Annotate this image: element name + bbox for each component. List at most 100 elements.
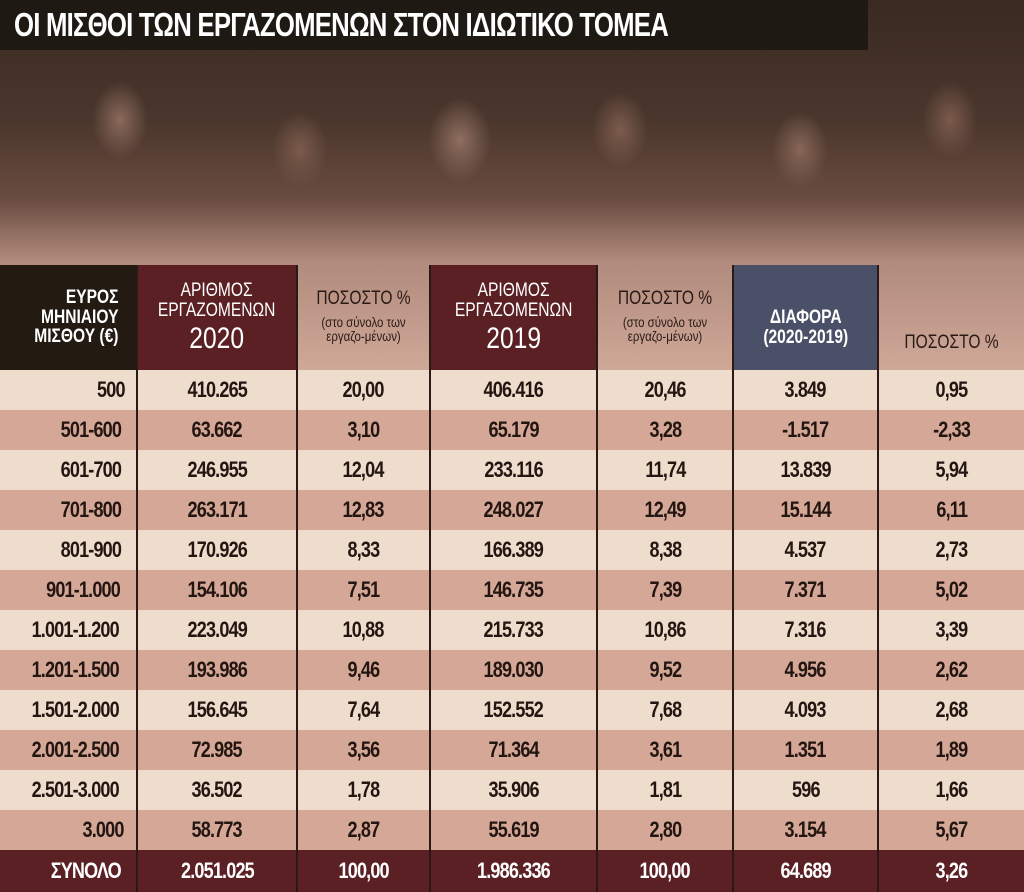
cell-employees-2019: 71.364 bbox=[430, 730, 598, 770]
cell-percent-difference: 1,66 bbox=[878, 770, 1024, 810]
cell-value: 3,10 bbox=[347, 417, 381, 442]
cell-employees-2019: 55.619 bbox=[430, 810, 598, 850]
cell-value: 2.001-2.500 bbox=[31, 737, 119, 762]
table-row: 2.501-3.000 36.502 1,78 35.906 1,81 596 1,66 bbox=[0, 770, 1024, 810]
cell-value: 501-600 bbox=[60, 417, 122, 442]
cell-value: 10,86 bbox=[644, 617, 686, 642]
cell-value: 55.619 bbox=[488, 817, 539, 842]
cell-value: 801-900 bbox=[60, 537, 122, 562]
cell-employees-2020: 36.502 bbox=[137, 770, 298, 810]
table-row: 501-600 63.662 3,10 65.179 3,28 -1.517 -2,33 bbox=[0, 410, 1024, 450]
cell-employees-2019: 189.030 bbox=[430, 650, 598, 690]
cell-value: 146.735 bbox=[483, 577, 544, 602]
cell-employees-2019: 65.179 bbox=[430, 410, 598, 450]
header-note: (στο σύνολο των εργαζο-μένων) bbox=[321, 313, 406, 345]
cell-value: -1.517 bbox=[782, 417, 829, 442]
cell-value: 9,52 bbox=[649, 657, 682, 682]
cell-percent-2020: 20,00 bbox=[297, 370, 431, 410]
cell-value: 5,94 bbox=[935, 457, 969, 482]
cell-value: 170.926 bbox=[187, 537, 247, 562]
cell-percent-difference: 2,73 bbox=[878, 530, 1024, 570]
table-row: 601-700 246.955 12,04 233.116 11,74 13.839 5,9… bbox=[0, 450, 1024, 490]
cell-difference: 1.351 bbox=[733, 730, 879, 770]
cell-value: 1,66 bbox=[935, 777, 969, 802]
cell-difference: 7.316 bbox=[733, 610, 879, 650]
cell-value: 2.051.025 bbox=[180, 858, 255, 883]
cell-value: 2.501-3.000 bbox=[31, 777, 119, 802]
cell-salary-range: 1.001-1.200 bbox=[0, 610, 138, 650]
cell-value: 2,62 bbox=[935, 657, 969, 682]
cell-difference: 15.144 bbox=[733, 490, 879, 530]
header-range: ΕΥΡΟΣ ΜΗΝΙΑΙΟΥ ΜΙΣΘΟΥ (€) bbox=[0, 265, 138, 370]
header-label: ΠΟΣΟΣΤΟ % bbox=[617, 287, 713, 309]
cell-percent-2019: 20,46 bbox=[597, 370, 734, 410]
cell-value: 12,49 bbox=[644, 497, 686, 522]
cell-salary-range: 500 bbox=[0, 370, 138, 410]
cell-salary-range: 3.000 bbox=[0, 810, 138, 850]
page-title: ΟΙ ΜΙΣΘΟΙ ΤΩΝ ΕΡΓΑΖΟΜΕΝΩΝ ΣΤΟΝ ΙΔΙΩΤΙΚΟ … bbox=[0, 0, 869, 50]
cell-value: 156.645 bbox=[187, 697, 247, 722]
cell-value: 72.985 bbox=[191, 737, 243, 762]
header-row: ΕΥΡΟΣ ΜΗΝΙΑΙΟΥ ΜΙΣΘΟΥ (€) ΑΡΙΘΜΟΣ ΕΡΓΑΖΟ… bbox=[0, 265, 1024, 370]
cell-value: 71.364 bbox=[488, 737, 539, 762]
cell-percent-2020: 2,87 bbox=[297, 810, 431, 850]
cell-value: 9,46 bbox=[347, 657, 381, 682]
cell-difference: 4.093 bbox=[733, 690, 879, 730]
cell-value: 7,51 bbox=[347, 577, 381, 602]
cell-value: 406.416 bbox=[483, 377, 544, 402]
cell-employees-2019: 166.389 bbox=[430, 530, 598, 570]
cell-employees-2019: 1.986.336 bbox=[430, 850, 598, 892]
table-row: 801-900 170.926 8,33 166.389 8,38 4.537 2,73 bbox=[0, 530, 1024, 570]
cell-value: 193.986 bbox=[187, 657, 247, 682]
cell-value: 12,83 bbox=[342, 497, 385, 522]
cell-value: 10,88 bbox=[342, 617, 385, 642]
cell-percent-difference: 5,02 bbox=[878, 570, 1024, 610]
cell-salary-range: 501-600 bbox=[0, 410, 138, 450]
cell-difference: 3.154 bbox=[733, 810, 879, 850]
cell-value: 7,64 bbox=[347, 697, 381, 722]
cell-employees-2019: 146.735 bbox=[430, 570, 598, 610]
cell-value: 263.171 bbox=[187, 497, 247, 522]
cell-value: 5,02 bbox=[935, 577, 969, 602]
cell-value: 701-800 bbox=[60, 497, 122, 522]
cell-value: 189.030 bbox=[483, 657, 544, 682]
cell-value: 3,26 bbox=[935, 858, 969, 883]
header-percent-2019: ΠΟΣΟΣΤΟ % (στο σύνολο των εργαζο-μένων) bbox=[597, 265, 734, 370]
cell-employees-2020: 193.986 bbox=[137, 650, 298, 690]
cell-percent-2020: 7,64 bbox=[297, 690, 431, 730]
header-label: ΑΡΙΘΜΟΣ bbox=[181, 279, 253, 301]
table-row: 2.001-2.500 72.985 3,56 71.364 3,61 1.351 1,89 bbox=[0, 730, 1024, 770]
cell-salary-range: 601-700 bbox=[0, 450, 138, 490]
cell-employees-2019: 215.733 bbox=[430, 610, 598, 650]
cell-percent-2020: 100,00 bbox=[297, 850, 431, 892]
cell-value: 2,68 bbox=[935, 697, 969, 722]
cell-value: 7.371 bbox=[784, 577, 827, 602]
cell-value: 223.049 bbox=[187, 617, 247, 642]
cell-value: 7,68 bbox=[649, 697, 682, 722]
cell-value: 601-700 bbox=[60, 457, 122, 482]
header-year: 2020 bbox=[189, 321, 245, 355]
cell-percent-2019: 1,81 bbox=[597, 770, 734, 810]
cell-employees-2020: 246.955 bbox=[137, 450, 298, 490]
cell-percent-2020: 10,88 bbox=[297, 610, 431, 650]
cell-percent-2019: 8,38 bbox=[597, 530, 734, 570]
cell-employees-2020: 63.662 bbox=[137, 410, 298, 450]
cell-difference: -1.517 bbox=[733, 410, 879, 450]
cell-employees-2019: 233.116 bbox=[430, 450, 598, 490]
cell-percent-2020: 7,51 bbox=[297, 570, 431, 610]
cell-difference: 64.689 bbox=[733, 850, 879, 892]
cell-percent-2020: 3,56 bbox=[297, 730, 431, 770]
cell-value: 64.689 bbox=[780, 858, 831, 883]
cell-percent-difference: 3,39 bbox=[878, 610, 1024, 650]
cell-percent-2019: 7,39 bbox=[597, 570, 734, 610]
cell-value: 58.773 bbox=[191, 817, 243, 842]
cell-employees-2020: 58.773 bbox=[137, 810, 298, 850]
cell-value: 65.179 bbox=[488, 417, 539, 442]
cell-value: 4.093 bbox=[784, 697, 827, 722]
cell-percent-2019: 3,61 bbox=[597, 730, 734, 770]
cell-percent-difference: 0,95 bbox=[878, 370, 1024, 410]
cell-difference: 4.537 bbox=[733, 530, 879, 570]
cell-value: 215.733 bbox=[483, 617, 544, 642]
title-text: ΟΙ ΜΙΣΘΟΙ ΤΩΝ ΕΡΓΑΖΟΜΕΝΩΝ ΣΤΟΝ ΙΔΙΩΤΙΚΟ … bbox=[14, 6, 669, 43]
cell-employees-2019: 248.027 bbox=[430, 490, 598, 530]
